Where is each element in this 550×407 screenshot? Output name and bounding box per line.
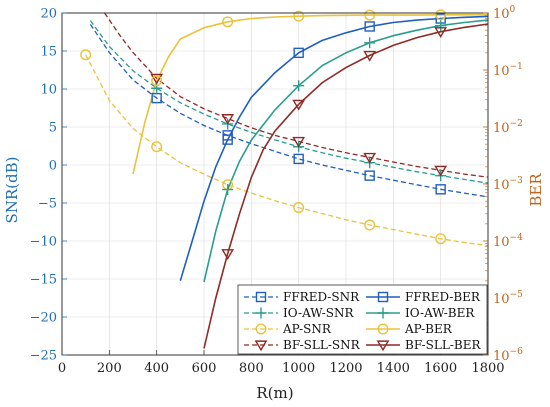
legend-io-aw-snr-marker: [255, 307, 267, 319]
bf-sll-snr-marker: [363, 152, 377, 164]
left-tick-label: −15: [30, 273, 57, 288]
left-tick-label: 5: [49, 121, 57, 136]
legend-ffred-ber-marker: [377, 291, 389, 303]
ap-snr-marker: [435, 233, 447, 245]
legend-label: IO-AW-SNR: [283, 306, 354, 320]
ap-ber-marker: [293, 10, 305, 22]
ap-ber-line: [132, 14, 488, 175]
bf-sll-ber-marker: [434, 27, 448, 38]
left-tick-label: −25: [30, 349, 57, 364]
legend: FFRED-SNR FFRED-BER IO-AW-SNR IO-AW-BER AP-S…: [237, 284, 488, 355]
legend-box: [237, 284, 488, 355]
right-tick-label: 100: [493, 5, 516, 22]
bf-sll-snr-marker: [292, 136, 306, 148]
x-axis-title: R(m): [256, 384, 293, 402]
io-aw-ber-line: [203, 19, 489, 283]
bf-sll-ber-marker: [292, 99, 306, 111]
x-axis-ticks: 0 200 400 600 800 1000 1200 1400 1600 1800: [58, 350, 505, 376]
x-tick-label: 800: [239, 361, 264, 376]
ffred-ber-marker: [293, 47, 304, 59]
right-tick-label: 10−1: [493, 62, 523, 79]
right-tick-label: 10−4: [493, 233, 523, 250]
bf-sll-snr-marker: [150, 73, 164, 85]
x-tick-label: 1000: [282, 361, 315, 376]
ffred-snr-marker: [435, 184, 446, 195]
ap-snr-marker: [80, 49, 92, 61]
left-axis-ticks: 20 15 10 5 0 −5 −10 −15 −20 −25: [30, 7, 67, 364]
right-axis-ticks: 100 10−1 10−2 10−3 10−4 10−5 10−6: [483, 5, 523, 364]
left-tick-label: 15: [40, 45, 57, 60]
ffred-ber-line: [179, 15, 489, 282]
io-aw-snr-line: [89, 20, 489, 184]
io-aw-ber-marker: [364, 37, 376, 49]
ap-snr-marker: [364, 219, 376, 231]
legend-label: FFRED-SNR: [283, 290, 360, 304]
ap-snr-marker: [293, 202, 305, 214]
x-tick-label: 1400: [377, 361, 410, 376]
bf-sll-snr-line: [104, 12, 489, 178]
ffred-snr-marker: [364, 170, 375, 181]
left-tick-label: 20: [40, 7, 57, 22]
io-aw-ber-marker: [293, 80, 305, 92]
legend-label: AP-SNR: [282, 322, 332, 336]
ap-ber-marker: [364, 9, 376, 21]
x-tick-label: 600: [192, 361, 217, 376]
x-tick-label: 1600: [424, 361, 457, 376]
left-tick-label: −5: [38, 197, 57, 212]
legend-label: BF-SLL-BER: [405, 338, 481, 352]
io-aw-ber-marker: [435, 20, 447, 32]
left-tick-label: 0: [49, 159, 57, 174]
bf-sll-ber-marker: [221, 249, 235, 260]
left-tick-label: 10: [40, 83, 57, 98]
left-tick-label: −20: [30, 311, 57, 326]
right-tick-label: 10−3: [493, 176, 523, 193]
markers-layer: [80, 9, 448, 260]
legend-bf-sll-ber-marker: [376, 340, 390, 352]
x-tick-label: 200: [97, 361, 122, 376]
ffred-snr-marker: [293, 153, 304, 165]
x-tick-label: 1800: [471, 361, 504, 376]
legend-ap-ber-marker: [377, 323, 389, 335]
legend-label: IO-AW-BER: [405, 306, 475, 320]
bf-sll-ber-line: [203, 23, 489, 349]
x-tick-label: 400: [144, 361, 169, 376]
right-tick-label: 10−5: [493, 290, 523, 307]
legend-io-aw-ber-marker: [377, 307, 389, 319]
right-axis-title: BER: [527, 173, 545, 207]
legend-ap-snr-marker: [255, 323, 267, 335]
ap-snr-marker: [151, 141, 163, 153]
bf-sll-snr-marker: [434, 165, 448, 177]
bf-sll-snr-marker: [221, 114, 235, 125]
ffred-ber-marker: [222, 134, 233, 145]
ap-ber-marker: [151, 75, 163, 87]
legend-ffred-snr-marker: [255, 291, 267, 303]
legend-label: AP-BER: [404, 322, 453, 336]
ffred-ber-marker: [364, 21, 375, 32]
left-axis-title: SNR(dB): [3, 156, 21, 223]
io-aw-ber-marker: [222, 184, 234, 196]
bf-sll-ber-marker: [363, 50, 377, 62]
ap-ber-marker: [222, 16, 234, 28]
right-tick-label: 10−2: [493, 119, 523, 136]
x-tick-label: 0: [58, 361, 66, 376]
right-tick-label: 10−6: [493, 347, 523, 364]
ap-ber-marker: [435, 9, 447, 21]
legend-bf-sll-snr-marker: [254, 340, 268, 352]
x-tick-label: 1200: [329, 361, 362, 376]
ffred-snr-line: [89, 24, 489, 198]
left-tick-label: −10: [30, 235, 57, 250]
legend-label: BF-SLL-SNR: [283, 338, 361, 352]
legend-label: FFRED-BER: [405, 290, 481, 304]
